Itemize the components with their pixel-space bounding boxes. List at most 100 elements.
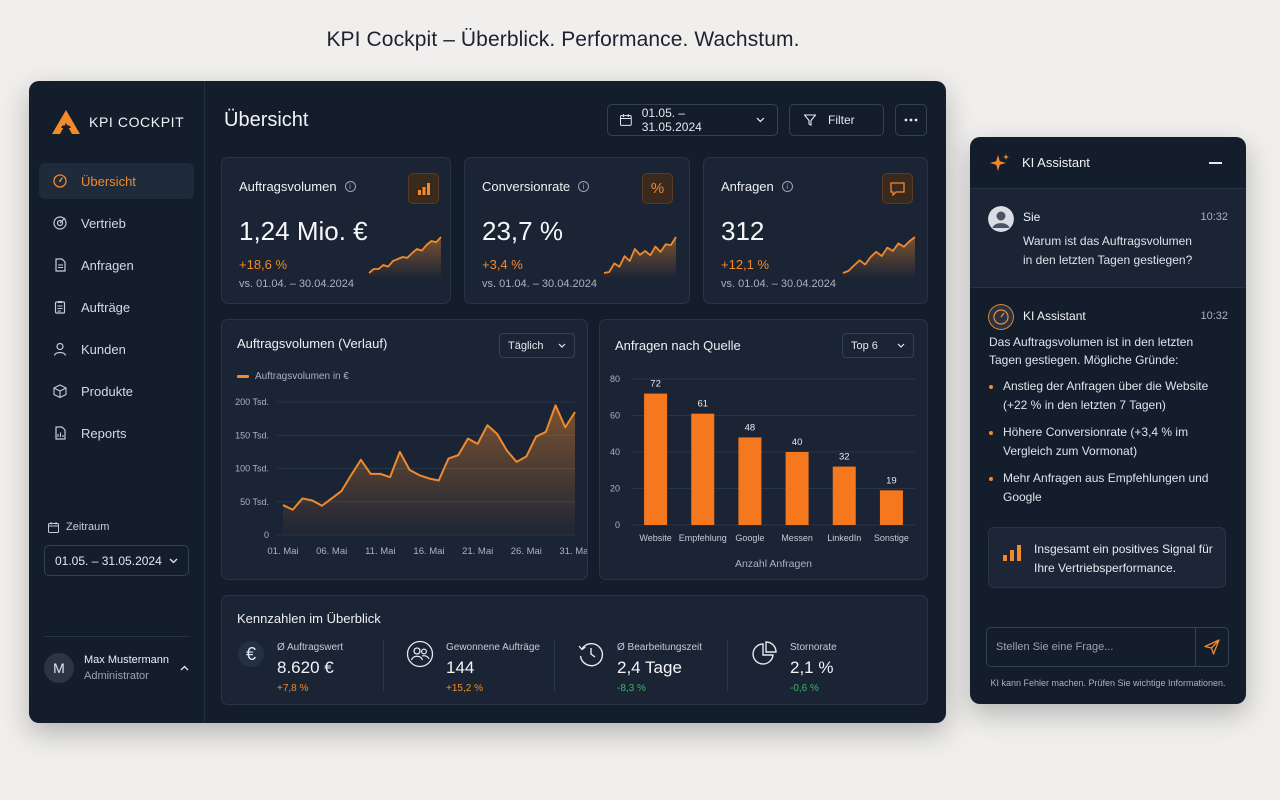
bar-chart: 0 20 40 60 80 72 Website 61 Empfehlung 48 Google 40… [610, 374, 915, 570]
kpi-delta: +3,4 % [482, 257, 523, 272]
more-icon [904, 118, 918, 122]
user-role: Administrator [84, 670, 149, 682]
document-icon [55, 258, 66, 272]
sidebar-item-produkte[interactable]: Produkte [39, 373, 194, 409]
sidebar-item-label: Aufträge [81, 299, 131, 315]
chevron-up-icon[interactable] [180, 665, 189, 671]
stat-label: Ø Auftragswert [277, 642, 344, 653]
filter-button[interactable]: Filter [789, 104, 884, 136]
sidebar-item-vertrieb[interactable]: Vertrieb [39, 205, 194, 241]
sidebar-item-label: Übersicht [81, 173, 136, 189]
sparkline-line [842, 236, 916, 274]
bullet-dot [989, 477, 993, 481]
data-label: 40 [792, 437, 803, 448]
info-icon[interactable]: i [344, 181, 356, 192]
y-tick-label: 0 [264, 530, 269, 540]
list-item-text: Anstieg der Anfragen über die Website (+… [1003, 379, 1209, 412]
sidebar-item-kunden[interactable]: Kunden [39, 331, 194, 367]
stat-divider [727, 640, 728, 692]
x-tick-label: 31. Mai [559, 546, 587, 557]
assistant-avatar-icon [988, 304, 1014, 330]
report-icon [55, 426, 66, 440]
user-menu[interactable]: M Max Mustermann Administrator [44, 636, 189, 683]
data-label: 19 [886, 475, 897, 486]
interval-select[interactable]: Täglich [499, 333, 575, 358]
kpi-delta: +18,6 % [239, 257, 288, 272]
target-icon [53, 216, 67, 230]
kpi-card-auftragsvolumen[interactable]: Auftragsvolumen i 1,24 Mio. € +18,6 % vs.… [221, 157, 451, 304]
user-message: Sie 10:32 Warum ist das Auftragsvolumen … [970, 189, 1246, 288]
x-tick-label: Sonstige [874, 533, 909, 543]
list-item: Anstieg der Anfragen über die Website (+… [989, 377, 1219, 415]
y-tick-label: 40 [610, 447, 620, 457]
message-text: in den letzten Tagen gestiegen? [1023, 253, 1193, 267]
minimize-icon[interactable] [1209, 162, 1222, 164]
avatar: M [44, 653, 74, 683]
sidebar-item-label: Anfragen [81, 257, 134, 273]
info-icon[interactable]: i [781, 181, 793, 192]
bar [691, 413, 715, 525]
kpi-title-text: Anfragen [721, 179, 774, 194]
calendar-icon [48, 521, 59, 533]
message-text: Das Auftragsvolumen ist in den letzten [989, 335, 1194, 349]
data-label: 32 [839, 452, 850, 463]
logo[interactable]: KPI COCKPIT [51, 109, 184, 135]
send-icon [1204, 639, 1220, 655]
y-tick-label: 50 Tsd. [240, 497, 269, 507]
kpi-cockpit-window: KPI COCKPIT Übersicht Vertrieb Anfragen … [29, 81, 946, 723]
send-button[interactable] [1195, 628, 1228, 666]
stat-stornorate: Stornorate 2,1 % -0,6 % [750, 638, 900, 698]
top-n-select-value: Top 6 [851, 339, 878, 352]
sidebar-item-label: Reports [81, 425, 127, 441]
message-author: KI Assistant [1023, 309, 1086, 323]
y-tick-label: 150 Tsd. [235, 430, 269, 440]
main-content: Übersicht 01.05. – 31.05.2024 Filter Auf… [220, 81, 937, 723]
sidebar-nav: Übersicht Vertrieb Anfragen Aufträge Kun… [39, 163, 194, 457]
sidebar-item-anfragen[interactable]: Anfragen [39, 247, 194, 283]
kpi-value: 23,7 % [482, 216, 563, 246]
kpi-card-conversionrate[interactable]: Conversionrate i % 23,7 % +3,4 % vs. 01.0… [464, 157, 690, 304]
sidebar-item-reports[interactable]: Reports [39, 415, 194, 451]
chevron-down-icon [756, 117, 765, 123]
info-icon[interactable]: i [578, 181, 590, 192]
kpi-title-text: Auftragsvolumen [239, 179, 337, 194]
x-tick-label: 26. Mai [511, 546, 542, 557]
sidebar-item-auftraege[interactable]: Aufträge [39, 289, 194, 325]
list-item-text: Mehr Anfragen aus Empfehlungen und Googl… [1003, 471, 1209, 504]
kpi-sparkline [368, 236, 442, 277]
sidebar-item-label: Vertrieb [81, 215, 126, 231]
x-tick-label: Google [735, 533, 764, 543]
message-author: Sie [1023, 210, 1041, 224]
euro-icon: € [238, 641, 264, 667]
user-name: Max Mustermann [84, 654, 169, 666]
top-n-select[interactable]: Top 6 [842, 333, 914, 358]
assistant-summary: Insgesamt ein positives Signal für Ihre … [988, 527, 1226, 588]
bar-chart-icon [1003, 545, 1021, 561]
y-tick-label: 80 [610, 374, 620, 384]
x-tick-label: 21. Mai [462, 546, 493, 557]
more-options-button[interactable] [895, 104, 927, 136]
chart-legend: Auftragsvolumen in € [237, 371, 349, 382]
kpi-compare: vs. 01.04. – 30.04.2024 [482, 278, 597, 290]
page-headline: KPI Cockpit – Überblick. Performance. Wa… [326, 28, 800, 51]
question-input-wrapper [986, 627, 1229, 667]
assistant-header: KI Assistant [970, 137, 1246, 189]
user-icon [53, 342, 67, 356]
stat-value: 144 [446, 658, 475, 677]
kpi-sparkline [842, 236, 916, 277]
line-chart-panel: Auftragsvolumen (Verlauf) Täglich Auftra… [221, 319, 588, 580]
sidebar-item-uebersicht[interactable]: Übersicht [39, 163, 194, 199]
kpi-compare: vs. 01.04. – 30.04.2024 [721, 278, 836, 290]
y-tick-label: 100 Tsd. [235, 464, 269, 474]
bar-chart-icon [408, 173, 439, 204]
box-icon [53, 384, 67, 398]
stat-value: 2,4 Tage [617, 658, 682, 677]
panel-title: Auftragsvolumen (Verlauf) [237, 336, 388, 351]
kpi-card-anfragen[interactable]: Anfragen i 312 +12,1 % vs. 01.04. – 30.04… [703, 157, 928, 304]
stat-value: 2,1 % [790, 658, 834, 677]
date-range-picker[interactable]: 01.05. – 31.05.2024 [607, 104, 778, 136]
period-select[interactable]: 01.05. – 31.05.2024 [44, 545, 189, 576]
x-tick-label: 16. Mai [413, 546, 444, 557]
question-input[interactable] [987, 628, 1197, 666]
kpi-compare: vs. 01.04. – 30.04.2024 [239, 278, 354, 290]
